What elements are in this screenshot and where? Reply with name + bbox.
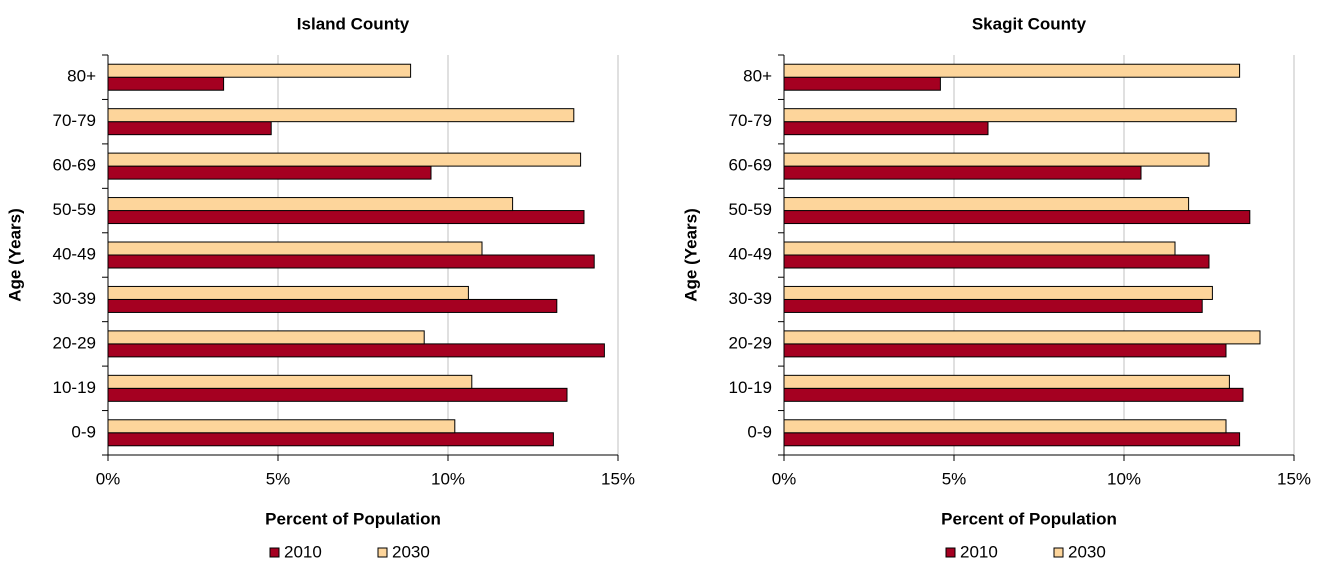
x-tick-label: 5% bbox=[266, 469, 291, 488]
legend-swatch bbox=[945, 547, 956, 558]
x-tick-label: 15% bbox=[1277, 469, 1311, 488]
bar bbox=[783, 165, 1142, 180]
bar bbox=[783, 330, 1261, 345]
legend-label: 2010 bbox=[284, 542, 322, 561]
bar bbox=[783, 254, 1210, 269]
bar bbox=[783, 241, 1176, 256]
x-tick-label: 10% bbox=[1107, 469, 1141, 488]
legend-label: 2010 bbox=[960, 542, 998, 561]
y-tick-label: 20-29 bbox=[53, 333, 96, 352]
y-axis-title: Age (Years) bbox=[5, 208, 24, 302]
bar bbox=[107, 285, 469, 300]
legend-label: 2030 bbox=[392, 542, 430, 561]
chart-title: Island County bbox=[297, 14, 410, 33]
bar bbox=[107, 298, 558, 313]
y-tick-label: 0-9 bbox=[71, 422, 96, 441]
bar bbox=[107, 165, 432, 180]
bar bbox=[107, 76, 225, 91]
bar bbox=[783, 374, 1230, 389]
y-tick-label: 20-29 bbox=[729, 333, 772, 352]
bar bbox=[107, 374, 473, 389]
y-tick-label: 40-49 bbox=[53, 244, 96, 263]
y-tick-label: 0-9 bbox=[747, 422, 772, 441]
legend-swatch bbox=[377, 547, 388, 558]
y-tick-label: 70-79 bbox=[729, 111, 772, 130]
x-tick-label: 15% bbox=[601, 469, 635, 488]
bar bbox=[107, 63, 412, 78]
bar bbox=[107, 197, 514, 212]
bar bbox=[783, 152, 1210, 167]
bar bbox=[107, 419, 456, 434]
bar bbox=[783, 432, 1241, 447]
bar bbox=[783, 210, 1251, 225]
y-tick-label: 10-19 bbox=[729, 378, 772, 397]
x-tick-label: 10% bbox=[431, 469, 465, 488]
bar bbox=[783, 285, 1213, 300]
x-tick-label: 0% bbox=[96, 469, 121, 488]
y-tick-label: 10-19 bbox=[53, 378, 96, 397]
chart-title: Skagit County bbox=[972, 14, 1087, 33]
y-tick-label: 60-69 bbox=[729, 156, 772, 175]
bar bbox=[107, 432, 554, 447]
y-tick-label: 50-59 bbox=[53, 200, 96, 219]
y-axis-title: Age (Years) bbox=[681, 208, 700, 302]
x-axis-title: Percent of Population bbox=[265, 509, 441, 528]
y-tick-label: 70-79 bbox=[53, 111, 96, 130]
y-tick-label: 60-69 bbox=[53, 156, 96, 175]
x-axis-title: Percent of Population bbox=[941, 509, 1117, 528]
bar bbox=[107, 330, 425, 345]
bar bbox=[107, 343, 605, 358]
y-tick-label: 50-59 bbox=[729, 200, 772, 219]
bar bbox=[783, 387, 1244, 402]
x-tick-label: 0% bbox=[772, 469, 797, 488]
y-tick-label: 80+ bbox=[743, 67, 772, 86]
bar bbox=[107, 210, 585, 225]
bar bbox=[783, 343, 1227, 358]
bar bbox=[107, 121, 272, 136]
y-tick-label: 30-39 bbox=[729, 289, 772, 308]
bar bbox=[107, 152, 582, 167]
bar bbox=[107, 254, 595, 269]
bar bbox=[783, 76, 941, 91]
bar bbox=[107, 241, 483, 256]
y-tick-label: 40-49 bbox=[729, 244, 772, 263]
y-tick-label: 30-39 bbox=[53, 289, 96, 308]
bar bbox=[107, 108, 575, 123]
legend-label: 2030 bbox=[1068, 542, 1106, 561]
y-tick-label: 80+ bbox=[67, 67, 96, 86]
x-tick-label: 5% bbox=[942, 469, 967, 488]
legend-swatch bbox=[269, 547, 280, 558]
bar bbox=[783, 108, 1237, 123]
bar bbox=[107, 387, 568, 402]
bar bbox=[783, 298, 1203, 313]
bar bbox=[783, 419, 1227, 434]
bar bbox=[783, 197, 1190, 212]
bar bbox=[783, 121, 989, 136]
legend-swatch bbox=[1053, 547, 1064, 558]
bar bbox=[783, 63, 1241, 78]
